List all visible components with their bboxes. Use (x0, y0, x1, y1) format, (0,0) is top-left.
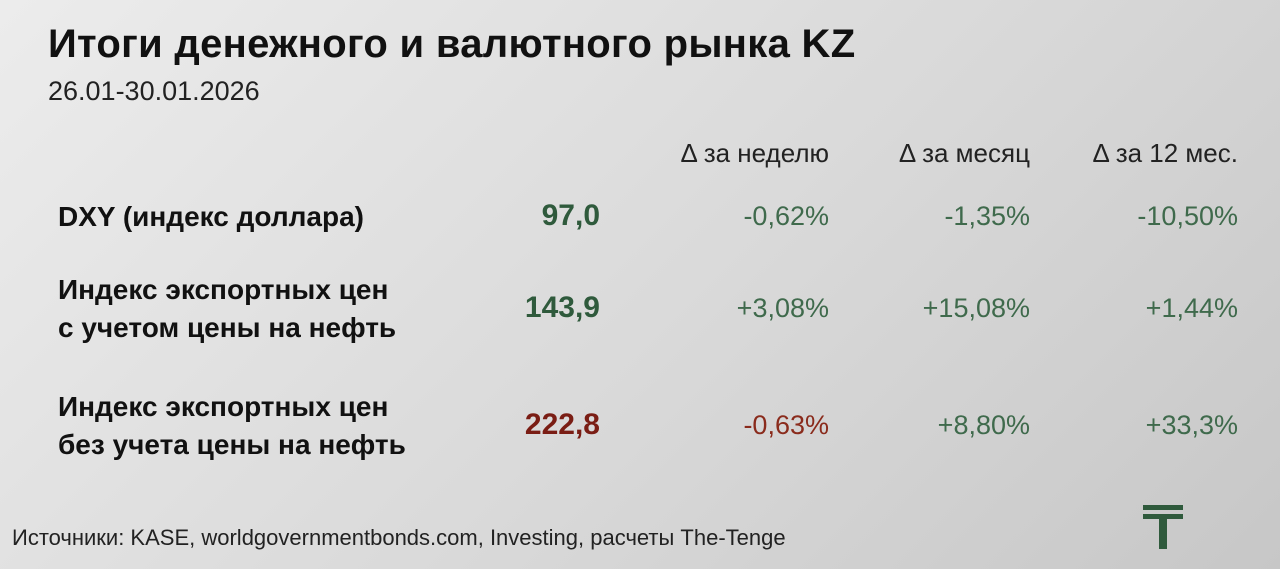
column-header: Δ за 12 мес. (1092, 138, 1238, 168)
row-label: с учетом цены на нефть (58, 312, 397, 343)
row-value: 222,8 (524, 408, 600, 441)
row-value: 143,9 (524, 291, 600, 324)
title: Итоги денежного и валютного рынка KZ (48, 22, 856, 66)
row-value: 97,0 (541, 199, 600, 232)
change-cell: +3,08% (736, 293, 829, 323)
change-cell: -0,63% (743, 410, 829, 440)
change-cell: +15,08% (922, 293, 1030, 323)
row-label: Индекс экспортных цен (58, 274, 389, 305)
change-cell: +8,80% (937, 410, 1030, 440)
column-header: Δ за неделю (680, 138, 829, 168)
change-cell: -10,50% (1137, 201, 1238, 231)
change-cell: -0,62% (743, 201, 829, 231)
logo (1143, 505, 1183, 549)
row-label: без учета цены на нефть (58, 429, 406, 460)
change-cell: +1,44% (1145, 293, 1238, 323)
row-label: DXY (индекс доллара) (58, 201, 364, 232)
source-note: Источники: KASE, worldgovernmentbonds.co… (12, 525, 786, 550)
column-header: Δ за месяц (898, 138, 1030, 168)
change-cell: -1,35% (944, 201, 1030, 231)
subtitle: 26.01-30.01.2026 (48, 76, 260, 106)
change-cell: +33,3% (1145, 410, 1238, 440)
row-label: Индекс экспортных цен (58, 391, 389, 422)
